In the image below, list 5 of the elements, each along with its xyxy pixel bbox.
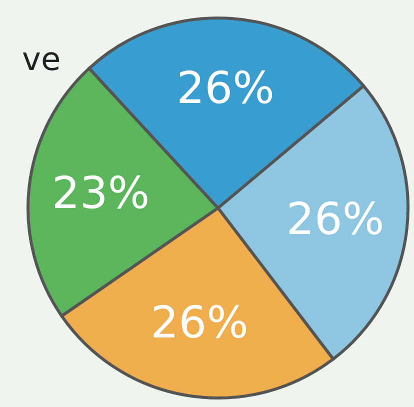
data-label: 26% — [286, 194, 384, 246]
data-label: 26% — [176, 63, 274, 114]
data-label: 26% — [150, 298, 248, 349]
text: ve — [22, 40, 61, 78]
data-label: 23% — [52, 168, 150, 219]
